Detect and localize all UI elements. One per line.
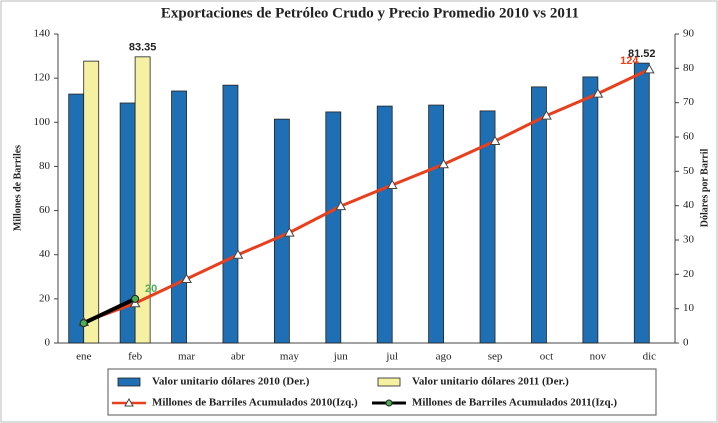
legend-label: Millones de Barriles Acumulados 2010(Izq… [152,397,358,409]
line-marker [335,200,347,211]
bar [479,110,496,344]
line-marker [489,135,501,146]
legend-label: Valor unitario dólares 2010 (Der.) [152,376,310,388]
x-tick-label: abr [231,351,245,363]
line-marker [181,273,192,283]
data-label: 20 [145,283,157,295]
line-marker [592,88,604,98]
bar [222,84,239,344]
y2-tick-label: 90 [683,28,695,40]
y-tick-label: 100 [34,116,51,128]
bar [134,56,151,344]
line-marker [131,294,140,303]
chart-title: Exportaciones de Petróleo Crudo y Precio… [161,5,579,21]
y-tick-label: 120 [34,72,51,84]
x-tick-label: mar [178,351,195,363]
data-label: 124 [620,55,639,67]
y-tick-label: 80 [39,160,51,172]
y2-tick-label: 0 [683,337,689,349]
line-marker [643,63,655,74]
line-marker [438,158,449,169]
y2-tick-label: 30 [683,234,695,246]
x-tick-label: sep [488,351,503,363]
y-tick-label: 40 [39,248,51,260]
bar [428,104,445,344]
y-axis-title: Millones de Barriles [12,145,23,231]
y-tick-label: 0 [45,337,51,349]
y-tick-label: 60 [39,204,51,216]
line-marker [284,227,295,237]
y-tick-label: 140 [34,28,51,40]
y2-axis-title: Dólares por Barril [699,149,710,228]
data-label: 83.35 [129,42,157,54]
bar [325,111,342,344]
bar [376,105,393,344]
legend-box [107,368,657,416]
x-tick-label: nov [590,351,607,363]
bar [68,93,85,344]
x-tick-label: jul [385,351,398,363]
bar [171,90,187,344]
legend-label: Valor unitario dólares 2011 (Der.) [412,376,569,388]
x-tick-label: dic [643,351,657,363]
data-label: 81.52 [628,48,656,60]
x-tick-label: may [280,351,299,363]
x-tick-label: oct [540,351,553,363]
legend-marker [385,399,393,407]
x-tick-label: ene [76,351,91,363]
y2-tick-label: 20 [683,268,695,280]
y-tick-label: 20 [39,292,51,304]
line-marker [386,179,398,189]
x-tick-label: feb [128,351,143,363]
line-marker [232,249,244,259]
bar [83,60,100,344]
line [83,67,650,324]
y2-tick-label: 70 [683,96,695,108]
legend-swatch [377,377,401,387]
line [82,297,136,325]
line-marker [79,319,88,328]
bar [582,76,599,344]
y2-tick-label: 40 [683,199,695,211]
bar [273,118,290,344]
bar [531,86,547,344]
legend-label: Millones de Barriles Acumulados 2011(Izq… [412,397,617,409]
x-tick-label: ago [436,351,452,363]
legend-marker [124,397,134,407]
bar [633,62,650,344]
y2-tick-label: 10 [683,302,695,314]
x-tick-label: jun [333,351,349,363]
legend-swatch [117,377,141,387]
y2-tick-label: 60 [683,131,695,143]
y2-tick-label: 50 [683,165,695,177]
y2-tick-label: 80 [683,62,695,74]
line-marker [541,110,552,120]
